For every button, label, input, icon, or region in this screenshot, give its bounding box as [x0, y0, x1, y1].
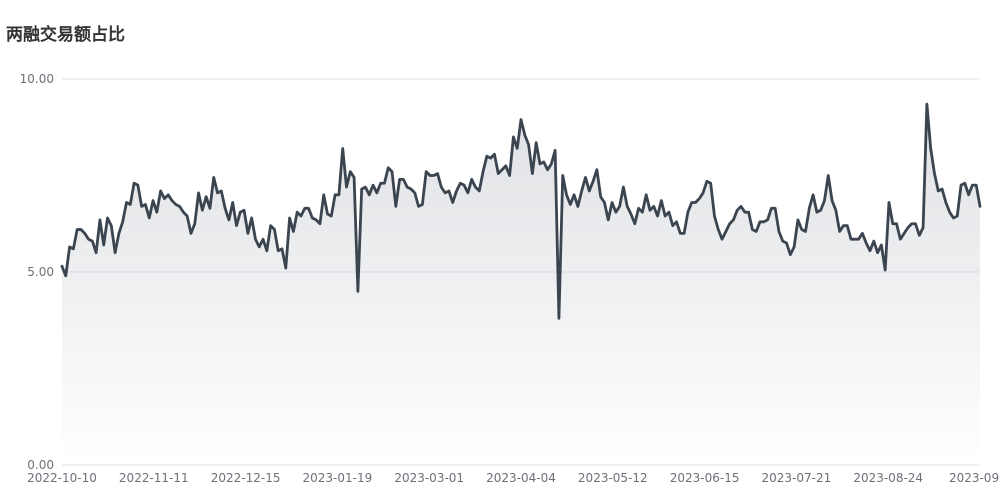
x-tick-label: 2023-06-15	[670, 471, 740, 485]
x-tick-label: 2022-11-11	[119, 471, 189, 485]
y-tick-label: 0.00	[27, 458, 54, 472]
x-tick-label: 2023-01-19	[303, 471, 373, 485]
series-area	[62, 104, 980, 465]
chart-title: 两融交易额占比	[6, 25, 125, 45]
x-axis: 2022-10-10 2022-11-11 2022-12-15 2023-01-19…	[27, 471, 1000, 485]
y-tick-label: 10.00	[20, 72, 54, 86]
x-tick-label: 2023-09-2	[949, 471, 1000, 485]
y-tick-label: 5.00	[27, 265, 54, 279]
x-tick-label: 2023-03-01	[394, 471, 464, 485]
x-tick-label: 2023-04-04	[486, 471, 556, 485]
x-tick-label: 2023-05-12	[578, 471, 648, 485]
x-tick-label: 2023-07-21	[762, 471, 832, 485]
series-line	[60, 102, 982, 320]
x-tick-label: 2022-10-10	[27, 471, 97, 485]
x-tick-label: 2022-12-15	[211, 471, 281, 485]
y-axis: 0.00 5.00 10.00	[20, 72, 54, 472]
x-tick-label: 2023-08-24	[853, 471, 923, 485]
